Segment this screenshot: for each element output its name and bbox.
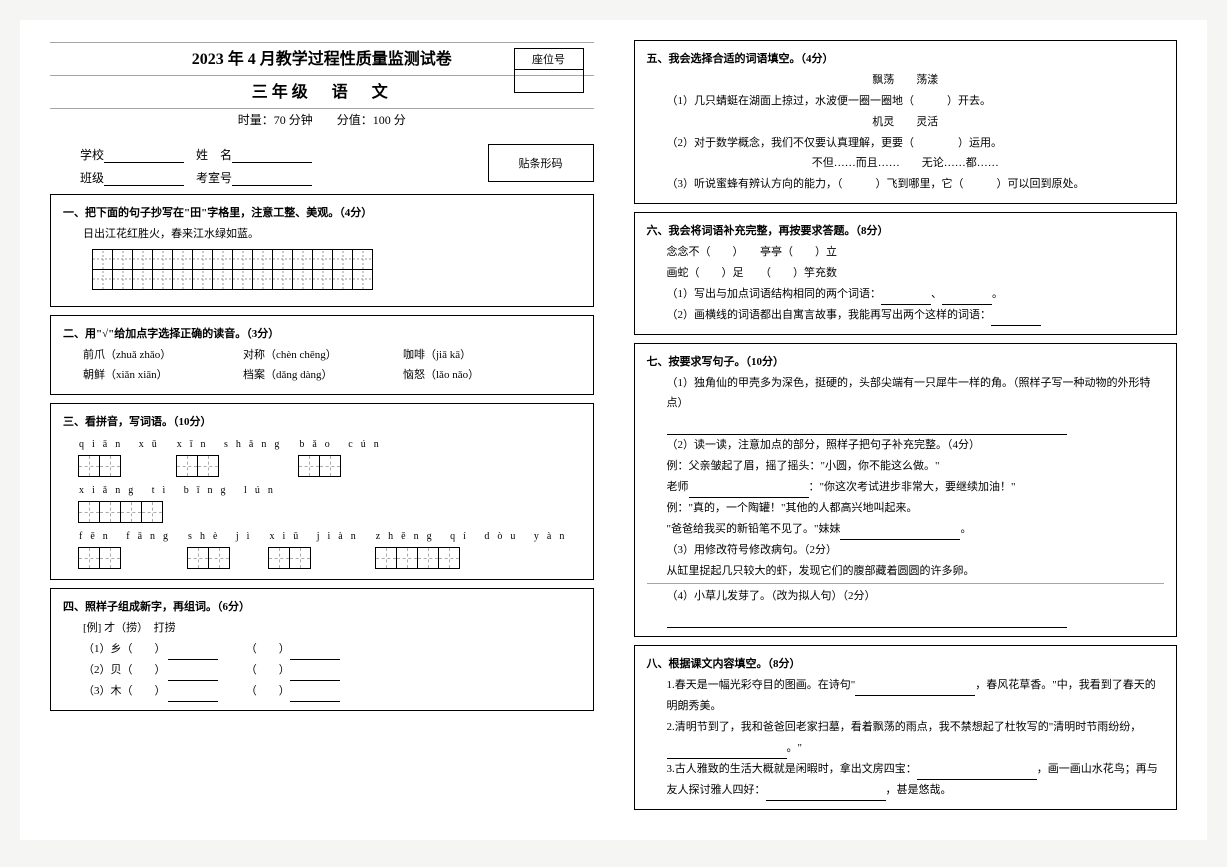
pinyin-word-box[interactable]: fēn fāng	[79, 527, 176, 569]
school-field[interactable]	[104, 149, 184, 163]
room-label: 考室号	[196, 171, 232, 185]
pinyin-word-box[interactable]: bǎo cún	[299, 435, 386, 477]
pinyin-word-box[interactable]: zhēng qí dòu yàn	[376, 527, 573, 569]
q7-s3: 从缸里捉起几只较大的虾，发现它们的腹部藏着圆圆的许多卵。	[667, 561, 1165, 582]
q8-p2: 2.清明节到了，我和爸爸回老家扫墓，看着飘荡的雨点，我不禁想起了杜牧写的"清明时…	[667, 721, 1142, 733]
q2-row: 前爪（zhuǎ zhǎo）对称（chèn chēng）咖啡（jiā kā）	[83, 345, 581, 366]
q4-title: 四、照样子组成新字，再组词。（6分）	[63, 597, 581, 618]
blank-field[interactable]	[840, 526, 960, 540]
seat-number-box[interactable]: 座位号	[514, 48, 584, 93]
blank-field[interactable]	[881, 291, 931, 305]
question-6: 六、我会将词语补充完整，再按要求答题。（8分） 念念不（ ） 亭亭（ ）立 画蛇…	[634, 212, 1178, 334]
pinyin-word-box[interactable]: xīn shǎng	[177, 435, 288, 477]
right-column: 五、我会选择合适的词语填空。（4分） 飘荡 荡漾 （1）几只蜻蜓在湖面上掠过，水…	[634, 40, 1178, 820]
q7-p3: （3）用修改符号修改病句。（2分）	[667, 540, 1165, 561]
q7-title: 七、按要求写句子。（10分）	[647, 352, 1165, 373]
blank-field[interactable]	[917, 766, 1037, 780]
pinyin-word-box[interactable]: xiū jiàn	[269, 527, 363, 569]
class-field[interactable]	[104, 172, 184, 186]
q7-l1a: 老师	[667, 481, 689, 493]
name-field[interactable]	[232, 149, 312, 163]
q5-line1: （1）几只蜻蜓在湖面上掠过，水波便一圈一圈地（ ）开去。	[667, 91, 1165, 112]
school-label: 学校	[80, 148, 104, 162]
subtitle: 三年级 语 文	[50, 78, 594, 102]
q1-title: 一、把下面的句子抄写在"田"字格里，注意工整、美观。（4分）	[63, 203, 581, 224]
question-3: 三、看拼音，写词语。（10分） qiān xū xīn shǎng bǎo cún x…	[50, 403, 594, 580]
q7-p2: （2）读一读，注意加点的部分，照样子把句子补充完整。（4分）	[667, 435, 1165, 456]
q4-item: （3）木（ ） （ ）	[83, 681, 581, 702]
question-7: 七、按要求写句子。（10分） （1）独角仙的甲壳多为深色，挺硬的，头部尖端有一只…	[634, 343, 1178, 638]
blank-field[interactable]	[942, 291, 992, 305]
blank-field[interactable]	[689, 484, 809, 498]
pinyin-word-box[interactable]: shè jì	[188, 527, 257, 569]
q5-pair2: 机灵 灵活	[647, 112, 1165, 133]
q6-row2: 画蛇（ ）足 （ ）竽充数	[667, 263, 1165, 284]
q4-item: （1）乡（ ） （ ）	[83, 639, 581, 660]
q7-p1: （1）独角仙的甲壳多为深色，挺硬的，头部尖端有一只犀牛一样的角。（照样子写一种动…	[667, 373, 1165, 415]
q6-title: 六、我会将词语补充完整，再按要求答题。（8分）	[647, 221, 1165, 242]
q7-l1b: ："你这次考试进步非常大，要继续加油！"	[809, 481, 1016, 493]
writing-grid[interactable]	[93, 249, 373, 290]
q5-line2b: 不但……而且…… 无论……都……	[647, 153, 1165, 174]
q7-ex2: 例："真的，一个陶罐！"其他的人都高兴地叫起来。	[667, 498, 1165, 519]
q1-sentence: 日出江花红胜火，春来江水绿如蓝。	[83, 224, 581, 245]
blank-field[interactable]	[855, 682, 975, 696]
q8-title: 八、根据课文内容填空。（8分）	[647, 654, 1165, 675]
q7-ex1: 例：父亲皱起了眉，摇了摇头："小圆，你不能这么做。"	[667, 456, 1165, 477]
question-1: 一、把下面的句子抄写在"田"字格里，注意工整、美观。（4分） 日出江花红胜火，春…	[50, 194, 594, 307]
main-title: 2023 年 4 月教学过程性质量监测试卷	[50, 45, 594, 69]
seat-label: 座位号	[515, 49, 583, 70]
q5-line3: （3）听说蜜蜂有辨认方向的能力，（ ）飞到哪里，它（ ）可以回到原处。	[667, 174, 1165, 195]
question-5: 五、我会选择合适的词语填空。（4分） 飘荡 荡漾 （1）几只蜻蜓在湖面上掠过，水…	[634, 40, 1178, 204]
q2-title: 二、用"√"给加点字选择正确的读音。（3分）	[63, 324, 581, 345]
answer-line[interactable]	[667, 614, 1067, 628]
q3-title: 三、看拼音，写词语。（10分）	[63, 412, 581, 433]
q5-pair1: 飘荡 荡漾	[647, 70, 1165, 91]
q4-item: （2）贝（ ） （ ）	[83, 660, 581, 681]
question-8: 八、根据课文内容填空。（8分） 1.春天是一幅光彩夺目的图画。在诗句"，春风花草…	[634, 645, 1178, 809]
blank-field[interactable]	[991, 312, 1041, 326]
header-area: 2023 年 4 月教学过程性质量监测试卷 座位号 三年级 语 文 时量：70 …	[50, 40, 594, 128]
q2-row: 朝鲜（xiǎn xiān）档案（dǎng dàng）恼怒（lǎo nǎo）	[83, 365, 581, 386]
q6-row1: 念念不（ ） 亭亭（ ）立	[667, 242, 1165, 263]
q6-sub1: （1）写出与加点词语结构相同的两个词语：	[667, 288, 882, 300]
q8-p1a: 1.春天是一幅光彩夺目的图画。在诗句"	[667, 679, 856, 691]
answer-line[interactable]	[667, 421, 1067, 435]
q6-sub2: （2）画横线的词语都出自寓言故事，我能再写出两个这样的词语：	[667, 309, 992, 321]
class-label: 班级	[80, 171, 104, 185]
name-label: 姓 名	[196, 148, 232, 162]
blank-field[interactable]	[766, 787, 886, 801]
student-info: 学校 姓 名 班级 考室号 贴条形码	[50, 140, 594, 186]
q7-l2: "爸爸给我买的新铅笔不见了。"妹妹	[667, 523, 841, 535]
q4-example: [例] 才（捞） 打捞	[83, 618, 581, 639]
q8-p2b: 。"	[787, 742, 803, 754]
q5-line2a: （2）对于数学概念，我们不仅要认真理解，更要（ ）运用。	[667, 133, 1165, 154]
exam-meta: 时量：70 分钟 分值：100 分	[50, 111, 594, 128]
q7-p4: （4）小草儿发芽了。（改为拟人句）（2分）	[667, 586, 1165, 607]
pinyin-word-box[interactable]: qiān xū	[79, 435, 165, 477]
q8-p3a: 3.古人雅致的生活大概就是闲暇时，拿出文房四宝：	[667, 763, 917, 775]
room-field[interactable]	[232, 172, 312, 186]
q8-p3c: ，甚是悠哉。	[886, 784, 952, 796]
barcode-box: 贴条形码	[488, 144, 594, 182]
blank-field[interactable]	[667, 745, 787, 759]
question-4: 四、照样子组成新字，再组词。（6分） [例] 才（捞） 打捞 （1）乡（ ） （…	[50, 588, 594, 710]
q5-title: 五、我会选择合适的词语填空。（4分）	[647, 49, 1165, 70]
left-column: 2023 年 4 月教学过程性质量监测试卷 座位号 三年级 语 文 时量：70 …	[50, 40, 594, 820]
question-2: 二、用"√"给加点字选择正确的读音。（3分） 前爪（zhuǎ zhǎo）对称（c…	[50, 315, 594, 396]
pinyin-word-box[interactable]: xiǎng tì bīng lún	[79, 481, 281, 523]
